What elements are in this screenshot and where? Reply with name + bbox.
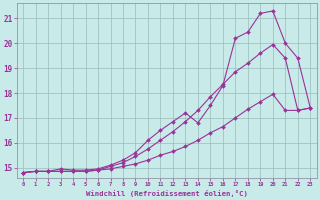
X-axis label: Windchill (Refroidissement éolien,°C): Windchill (Refroidissement éolien,°C) — [86, 190, 248, 197]
